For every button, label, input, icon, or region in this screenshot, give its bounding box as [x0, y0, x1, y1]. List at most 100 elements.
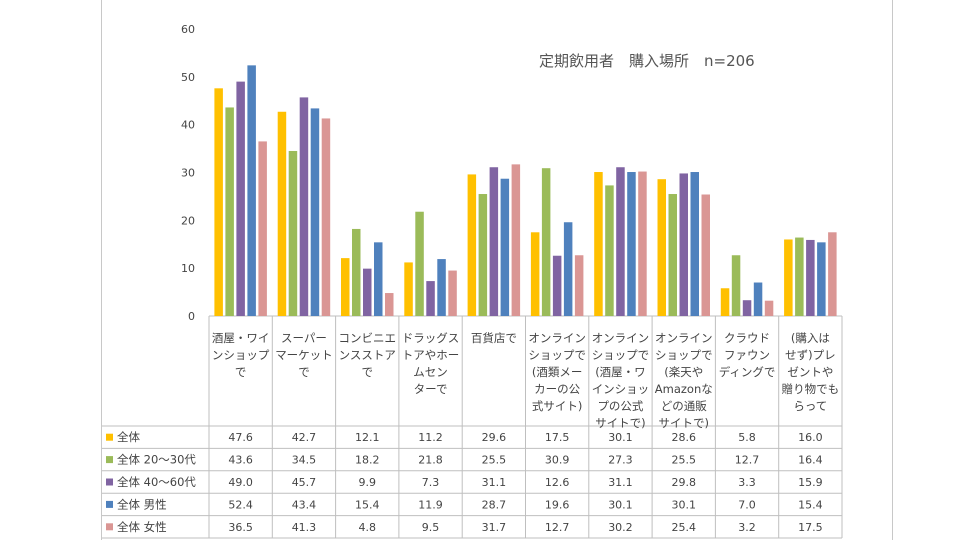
bar-3-4 — [426, 281, 435, 316]
category-label: オンライン — [655, 331, 713, 345]
bar-3-10 — [806, 239, 815, 316]
bar-2-8 — [668, 194, 677, 316]
category-label: ムセン — [413, 365, 448, 379]
bar-4-10 — [817, 242, 826, 316]
bar-1-9 — [720, 288, 730, 316]
legend-label: 全体 20～30代 — [117, 453, 196, 467]
category-label: インショッ — [592, 382, 650, 396]
bar-2-4 — [415, 211, 424, 316]
data-label: 11.2 — [418, 431, 443, 444]
legend-swatch — [106, 523, 113, 531]
bar-1-5 — [467, 174, 477, 316]
bar-1-10 — [784, 239, 793, 316]
category-label: サイトで) — [595, 416, 646, 430]
bar-1-7 — [594, 172, 603, 316]
legend-label: 全体 女性 — [117, 520, 167, 534]
bar-5-10 — [828, 232, 837, 316]
category-label: で — [298, 365, 310, 379]
category-label: (酒類メー — [532, 365, 583, 379]
category-label: ショップで — [592, 348, 650, 362]
category-label: 式サイト) — [532, 399, 583, 413]
category-label: 酒屋・ワイ — [212, 331, 270, 345]
data-label: 30.9 — [545, 454, 570, 467]
category-label: (購入は — [791, 331, 830, 345]
category-label: ショップで — [655, 348, 713, 362]
data-label: 29.6 — [482, 431, 507, 444]
legend-swatch — [106, 478, 113, 486]
data-label: 25.5 — [672, 454, 697, 467]
y-tick-label: 60 — [181, 23, 195, 36]
category-label: オンライン — [528, 331, 586, 345]
legend-swatch — [106, 456, 113, 464]
y-tick-label: 50 — [181, 71, 195, 84]
data-label: 9.9 — [359, 476, 377, 489]
bar-4-7 — [627, 172, 636, 316]
data-label: 43.6 — [228, 454, 253, 467]
bar-5-4 — [448, 270, 457, 316]
category-label: ドラッグス — [402, 331, 460, 345]
bar-3-1 — [236, 81, 245, 316]
bar-2-6 — [541, 168, 551, 316]
category-label: ゼントや — [787, 365, 833, 379]
chart-frame: 定期飲用者 購入場所 n=206 0 10 20 30 40 50 60 酒屋・ワイ ンショッ… — [101, 0, 893, 540]
category-label: ターで — [414, 382, 448, 396]
data-label: 25.4 — [672, 521, 697, 534]
y-tick-label: 20 — [181, 214, 195, 227]
bar-3-3 — [363, 268, 372, 316]
bar-3-7 — [616, 167, 625, 316]
category-label: どの通販 — [661, 399, 707, 413]
data-label: 15.9 — [798, 476, 823, 489]
data-label: 30.1 — [608, 431, 633, 444]
category-label: 贈り物でも — [782, 382, 840, 396]
data-label: 19.6 — [545, 498, 570, 511]
bar-3-2 — [299, 97, 309, 316]
category-label: カーの公 — [534, 382, 580, 396]
data-label: 21.8 — [418, 454, 443, 467]
category-label: ディングで — [719, 365, 776, 379]
category-label: ンショップ — [212, 348, 270, 362]
data-label: 16.0 — [798, 431, 823, 444]
bar-4-4 — [437, 259, 446, 316]
category-label: スーパー — [281, 331, 327, 345]
category-label: 百貨店で — [471, 331, 517, 345]
bar-2-5 — [478, 194, 488, 316]
bar-3-9 — [742, 300, 752, 316]
bar-5-9 — [764, 300, 774, 316]
data-label: 17.5 — [545, 431, 570, 444]
legend-label: 全体 40～60代 — [117, 475, 196, 489]
legend-swatch — [106, 433, 113, 441]
bar-5-1 — [258, 141, 267, 316]
bar-5-6 — [574, 255, 584, 316]
data-label: 3.2 — [738, 521, 756, 534]
category-label: ショップで — [528, 348, 586, 362]
bar-chart: 定期飲用者 購入場所 n=206 0 10 20 30 40 50 60 酒屋・ワインショッ… — [102, 23, 843, 539]
data-label: 5.8 — [738, 431, 756, 444]
bar-2-10 — [795, 237, 804, 316]
category-label: オンライン — [592, 331, 650, 345]
data-label: 30.1 — [672, 498, 697, 511]
category-label: コンビニエ — [339, 331, 397, 345]
data-label: 4.8 — [359, 521, 377, 534]
bar-4-2 — [310, 108, 320, 316]
data-label: 29.8 — [672, 476, 697, 489]
data-label: 31.1 — [482, 476, 507, 489]
bar-2-3 — [352, 228, 361, 316]
bars — [214, 65, 837, 317]
category-label: らって — [793, 399, 827, 413]
data-label: 43.4 — [292, 498, 317, 511]
data-label: 12.6 — [545, 476, 570, 489]
data-label: 52.4 — [228, 498, 253, 511]
legend-swatch — [106, 500, 113, 508]
data-label: 49.0 — [228, 476, 253, 489]
bar-3-5 — [489, 167, 499, 316]
data-label: 12.1 — [355, 431, 380, 444]
data-label: 7.0 — [738, 498, 756, 511]
bar-1-3 — [341, 258, 350, 316]
bar-4-6 — [563, 222, 573, 316]
data-label: 9.5 — [422, 521, 440, 534]
bar-1-8 — [657, 179, 666, 316]
bar-5-7 — [638, 171, 647, 316]
data-label: 27.3 — [608, 454, 633, 467]
data-label: 31.7 — [482, 521, 507, 534]
data-label: 42.7 — [292, 431, 317, 444]
